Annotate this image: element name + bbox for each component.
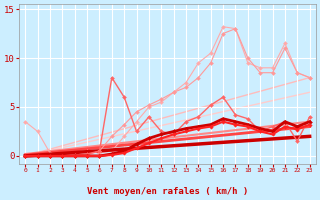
X-axis label: Vent moyen/en rafales ( km/h ): Vent moyen/en rafales ( km/h ) (87, 187, 248, 196)
